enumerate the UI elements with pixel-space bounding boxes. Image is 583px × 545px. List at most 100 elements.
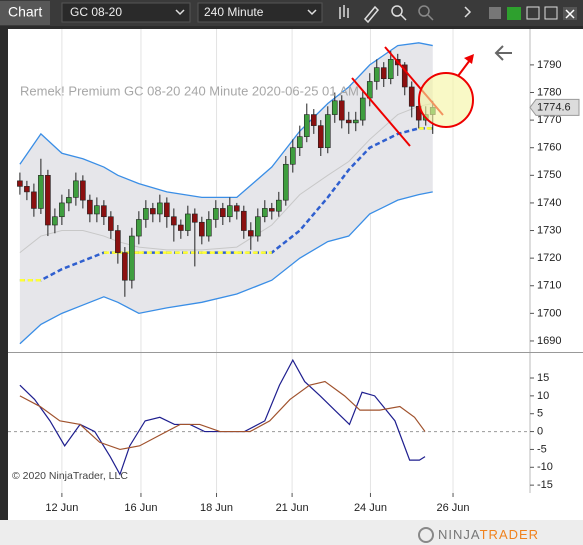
candle-body [206,219,212,237]
logo-icon [418,527,434,543]
candle-body [73,180,79,198]
y-tick-label: 1690 [537,335,561,347]
candle-body [220,208,226,218]
toolbar-icons[interactable] [339,5,472,24]
candle-body [359,97,366,121]
window-button[interactable] [544,6,558,20]
overlay-line [19,103,433,254]
y-tick-label: 1740 [537,197,561,209]
y-tick-label: 1780 [537,86,561,98]
candle-body [296,136,303,149]
y-tick-label: 1710 [537,280,561,292]
x-tick-label: 12 Jun [45,502,78,514]
window-button[interactable] [526,6,540,20]
interval-label: 240 Minute [204,5,264,19]
candle-body [164,202,170,218]
dropdown-arrow [307,9,317,16]
candle-body [199,221,205,237]
dropdown-arrow [175,9,185,16]
y-tick-label: 1790 [537,59,561,71]
close-icon [565,9,575,19]
candle-body [234,205,240,212]
window-button[interactable] [489,7,501,19]
candle-body [45,175,51,226]
y-tick-label: 15 [537,372,549,384]
candle-body [143,208,149,220]
y-tick-label: -5 [537,443,547,455]
x-tick-label: 21 Jun [276,502,309,514]
candle-body [24,186,30,193]
interval-select[interactable] [197,2,323,23]
candle-body [171,216,177,226]
candle-body [59,202,65,218]
price-panel: 1690 1700 1710 1720 1730 1740 1750 1760 1770 1780… [17,42,580,347]
candle-body [87,199,93,215]
candle-body [275,199,282,212]
brand-a: NINJA [438,527,480,542]
drawing-tools[interactable] [351,45,512,147]
candle-body [66,197,72,204]
candle-body [122,252,128,281]
candle-body [185,213,191,231]
x-tick-label: 24 Jun [354,502,387,514]
y-tick-label: 1730 [537,224,561,236]
candle-body [387,59,394,79]
instrument-select[interactable] [61,2,191,23]
candle-body [268,208,275,212]
candle-body [80,180,86,201]
candle-body [178,224,184,231]
y-tick-label: 0 [537,425,543,437]
candle-body [373,67,380,82]
candle-body [317,125,324,149]
y-tick-label: 1750 [537,169,561,181]
brand-b: TRADER [480,527,539,542]
price-marker-label: 1774.6 [537,101,571,113]
candle-body [401,64,408,88]
candle-body [255,216,261,237]
candle-body [289,147,296,165]
candle-body [352,119,359,124]
candle-body [38,175,44,209]
y-tick-label: 1760 [537,142,561,154]
candle-body [338,100,345,121]
x-tick-label: 18 Jun [200,502,233,514]
instrument-label: GC 08-20 [70,5,122,19]
candle-body [101,205,107,218]
candle-body [380,67,387,79]
candle-body [115,230,121,253]
candle-body [150,208,156,215]
price-marker [529,98,580,116]
candle-body [31,191,37,209]
x-tick-label: 26 Jun [437,502,470,514]
copyright: © 2020 NinjaTrader, LLC [12,470,128,482]
tab[interactable] [0,1,50,25]
y-tick-label: 1700 [537,307,561,319]
y-tick-label: 5 [537,408,543,420]
tab-label: Chart [8,4,42,20]
watermark: Remek! Premium GC 08-20 240 Minute 2020-… [20,83,359,98]
band-lower [19,191,433,345]
oscillator-panel: 12 Jun 16 Jun 18 Jun 21 Jun 24 Jun 26 Jun 15 10… [8,358,553,514]
candle-body [282,163,289,201]
candle-body [136,219,142,237]
candle-body [52,216,58,226]
y-tick-label: 1770 [537,114,561,126]
band-upper [19,42,433,199]
window-button[interactable] [507,7,521,20]
candle-body [157,202,163,215]
candle-body [17,180,23,187]
candle-body [262,208,268,218]
brand: NINJATRADER [438,527,539,542]
candle-body [408,86,415,107]
candle-body [192,213,198,223]
y-tick-label: -15 [537,479,553,491]
oscillator-line [19,380,426,451]
candle-body [213,208,219,220]
candle-body [345,119,352,124]
x-tick-label: 16 Jun [124,502,157,514]
candle-body [129,235,135,281]
y-tick-label: 10 [537,390,549,402]
candle-body [331,100,338,115]
